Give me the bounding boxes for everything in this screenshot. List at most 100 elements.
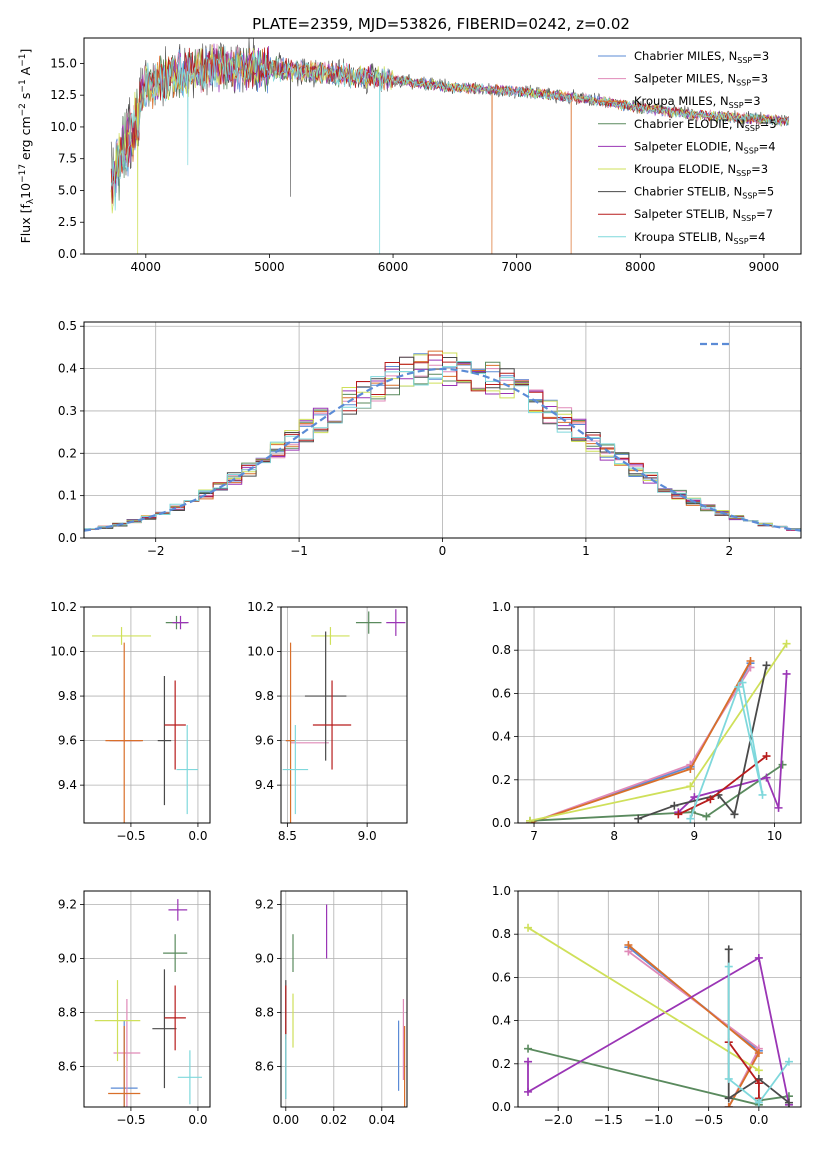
legend-model-name: Chabrier STELIB xyxy=(634,185,726,199)
series-marker-6 xyxy=(762,661,771,670)
age_vs_mass-frame xyxy=(280,606,408,824)
series-line-5 xyxy=(527,926,760,1072)
series-marker-6 xyxy=(724,945,733,954)
legend-nssp-prefix: , N xyxy=(728,139,744,153)
series-marker-2 xyxy=(754,1049,763,1057)
legend-nssp-prefix: , N xyxy=(720,162,736,176)
series-marker-5 xyxy=(524,923,533,932)
histogram-step-8 xyxy=(84,361,801,530)
x-tick-label: 9 xyxy=(691,829,699,843)
y-tick-label: 10.0 xyxy=(50,120,77,134)
legend-label-8: Kroupa STELIB, NSSP=4 xyxy=(634,230,766,246)
y-tick-label: 9.2 xyxy=(58,898,77,912)
y-tick-label: 0.2 xyxy=(58,446,77,460)
legend-label-4: Salpeter ELODIE, NSSP=4 xyxy=(634,139,776,155)
y-tick-label: 9.0 xyxy=(255,952,274,966)
spectrum-frame xyxy=(83,37,802,255)
legend-model-name: Kroupa ELODIE xyxy=(634,162,720,176)
legend-nssp-eq: = xyxy=(751,72,761,86)
x-tick-label: −0.5 xyxy=(116,1113,145,1127)
series-marker-3 xyxy=(702,812,711,821)
legend-label-0: Chabrier MILES, NSSP=3 xyxy=(634,49,769,65)
series-marker-8 xyxy=(738,678,747,687)
series-marker-5 xyxy=(782,639,791,648)
legend-model-name: Salpeter ELODIE xyxy=(634,139,728,153)
x-tick-label: 0.0 xyxy=(188,829,207,843)
spectrum-lines xyxy=(110,38,789,254)
legend-nssp-eq: = xyxy=(744,94,754,108)
y-tick-label: 9.2 xyxy=(255,898,274,912)
series-marker-7 xyxy=(754,1079,763,1088)
series-marker-7 xyxy=(674,810,683,819)
x-tick-label: −2.0 xyxy=(544,1113,573,1127)
legend-nssp-value: 3 xyxy=(761,162,768,176)
legend-nssp-eq: = xyxy=(757,185,767,199)
y-tick-label: 0.4 xyxy=(492,1014,511,1028)
legend-model-name: Kroupa MILES xyxy=(634,94,713,108)
y-tick-label: 9.8 xyxy=(255,689,274,703)
spectrum-line-8 xyxy=(110,46,789,254)
y-tick-label: 8.8 xyxy=(255,1006,274,1020)
x-tick-label: 10 xyxy=(767,829,782,843)
legend-nssp-sub: SSP xyxy=(744,146,759,155)
legend-label-3: Chabrier ELODIE, NSSP=5 xyxy=(634,117,777,133)
errorbars xyxy=(92,615,198,823)
x-tick-label: 8000 xyxy=(625,260,656,274)
x-tick-label: −1 xyxy=(290,544,308,558)
y-tick-label: 0.0 xyxy=(492,1100,511,1114)
x-tick-label: 7000 xyxy=(501,260,532,274)
x-tick-label: 6000 xyxy=(378,260,409,274)
legend-nssp-prefix: , N xyxy=(729,117,745,131)
legend-label-1: Salpeter MILES, NSSP=3 xyxy=(634,72,768,88)
legend-nssp-eq: = xyxy=(752,49,762,63)
y-tick-label: 9.6 xyxy=(255,734,274,748)
histogram-step-7 xyxy=(84,354,801,531)
y-tick-label: 0.0 xyxy=(58,247,77,261)
x-tick-label: 2 xyxy=(725,544,733,558)
y-tick-label: 0.6 xyxy=(492,686,511,700)
x-tick-label: −1.5 xyxy=(594,1113,623,1127)
y-tick-label: 0.0 xyxy=(58,531,77,545)
series-marker-8 xyxy=(754,1098,763,1107)
x-tick-label: 0 xyxy=(439,544,447,558)
x-tick-label: 0.00 xyxy=(272,1113,299,1127)
series-marker-2 xyxy=(686,765,695,773)
y-tick-label: 0.3 xyxy=(58,404,77,418)
legend-nssp-prefix: , N xyxy=(720,72,736,86)
mass_weight_vs_age-frame xyxy=(517,606,802,824)
errorbars xyxy=(282,609,406,823)
series-marker-3 xyxy=(778,760,787,769)
y-tick-label: 15.0 xyxy=(50,56,77,70)
legend-nssp-value: 5 xyxy=(769,117,776,131)
series-marker-8 xyxy=(734,682,743,691)
figure-title: PLATE=2359, MJD=53826, FIBERID=0242, z=0… xyxy=(252,15,630,33)
errorbars xyxy=(285,904,406,1107)
legend-nssp-value: 3 xyxy=(762,49,769,63)
series-marker-8 xyxy=(758,790,767,799)
legend-model-name: Salpeter STELIB xyxy=(634,207,725,221)
legend-nssp-value: 3 xyxy=(753,94,760,108)
normal-reference-curve xyxy=(84,367,801,532)
legend-model-name: Salpeter MILES xyxy=(634,72,720,86)
y-tick-label: 0.4 xyxy=(492,730,511,744)
y-tick-label: 0.2 xyxy=(492,773,511,787)
age_vs_Z-frame xyxy=(83,606,211,824)
y-tick-label: 8.6 xyxy=(255,1060,274,1074)
y-tick-label: 10.0 xyxy=(50,645,77,659)
series-marker-4 xyxy=(774,803,783,812)
legend-nssp-eq: = xyxy=(749,230,759,244)
series-marker-5 xyxy=(526,816,535,823)
series-marker-8 xyxy=(724,962,733,971)
y-tick-label: 0.8 xyxy=(492,643,511,657)
legend-label-6: Chabrier STELIB, NSSP=5 xyxy=(634,185,774,201)
legend-label-5: Kroupa ELODIE, NSSP=3 xyxy=(634,162,768,178)
legend-model-name: Chabrier MILES xyxy=(634,49,721,63)
mass_vs_Z-frame xyxy=(83,890,211,1108)
x-tick-label: 0.04 xyxy=(368,1113,395,1127)
series-line-8 xyxy=(689,682,764,820)
x-tick-label: −1.0 xyxy=(644,1113,673,1127)
legend-nssp-eq: = xyxy=(751,162,761,176)
y-tick-label: 2.5 xyxy=(58,215,77,229)
series-line-8 xyxy=(727,966,790,1104)
